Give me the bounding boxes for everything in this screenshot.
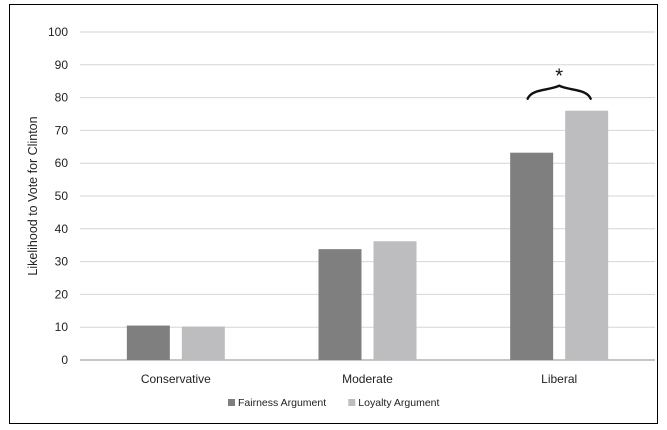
x-tick-label: Moderate <box>342 372 393 386</box>
bar <box>318 249 362 360</box>
bar <box>565 110 609 360</box>
gridlines <box>80 31 655 361</box>
legend-label: Fairness Argument <box>238 397 326 409</box>
y-tick-label: 100 <box>48 25 68 39</box>
legend: Fairness Argument Loyalty Argument <box>228 397 440 409</box>
y-tick-label: 90 <box>55 58 69 72</box>
y-axis-label: Likelihood to Vote for Clinton <box>26 116 40 275</box>
y-tick-label: 30 <box>55 255 69 269</box>
legend-swatch <box>228 399 235 406</box>
significance-marker: * <box>555 66 563 88</box>
x-tick-label: Conservative <box>141 372 211 386</box>
y-axis-ticks: 0 10 20 30 40 50 60 70 80 90 100 <box>48 25 68 367</box>
y-tick-label: 20 <box>55 287 69 301</box>
y-tick-label: 70 <box>55 123 69 137</box>
y-tick-label: 80 <box>55 91 69 105</box>
bars <box>126 110 609 360</box>
significance-brace <box>526 84 592 100</box>
y-tick-label: 60 <box>55 156 69 170</box>
bar <box>373 241 417 360</box>
significance-annotation: * <box>526 66 592 100</box>
y-tick-label: 40 <box>55 222 69 236</box>
y-tick-label: 0 <box>61 353 68 367</box>
legend-swatch <box>348 399 356 406</box>
bar <box>181 326 225 360</box>
x-axis-ticks: Conservative Moderate Liberal <box>141 372 577 386</box>
bar <box>126 325 170 360</box>
legend-label: Loyalty Argument <box>358 397 439 409</box>
y-tick-label: 10 <box>55 320 69 334</box>
x-tick-label: Liberal <box>541 372 577 386</box>
bar <box>510 152 554 360</box>
y-tick-label: 50 <box>55 189 69 203</box>
